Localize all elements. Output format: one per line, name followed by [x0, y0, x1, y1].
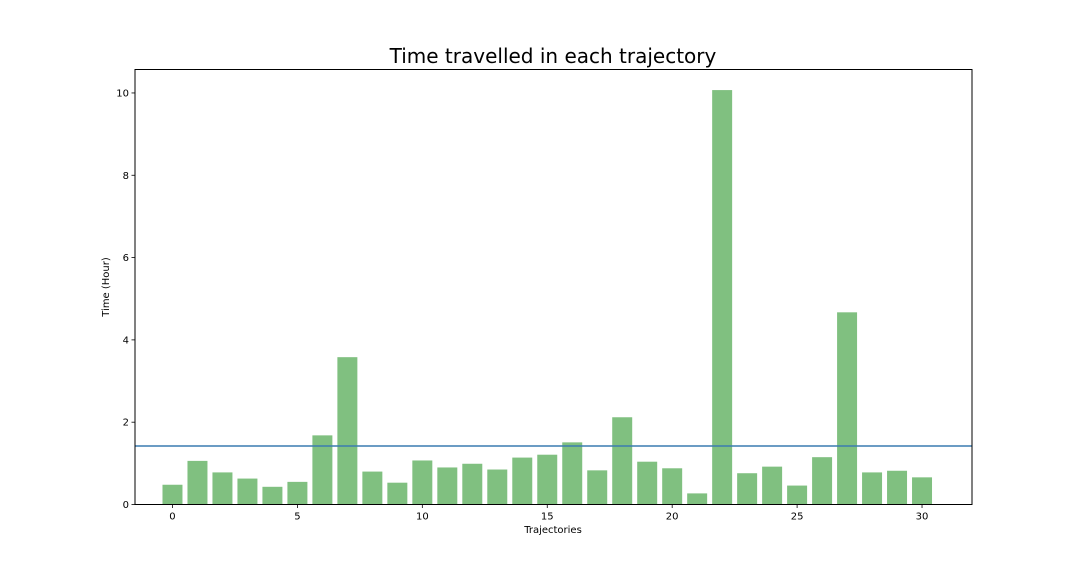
bars-group: [162, 90, 933, 505]
bar-14: [512, 457, 533, 505]
y-axis-label: Time (Hour): [101, 257, 112, 318]
x-tick-label: 20: [666, 512, 679, 523]
bar-18: [612, 417, 633, 505]
x-tick-label: 0: [169, 512, 175, 523]
bar-21: [687, 493, 708, 505]
y-tick-label: 4: [123, 335, 129, 346]
bar-19: [637, 461, 658, 505]
x-tick-label: 15: [541, 512, 554, 523]
bar-4: [262, 486, 283, 505]
y-axis-ticks: 0 2 4 6 8 10: [116, 88, 135, 511]
bar-11: [437, 467, 458, 505]
bar-24: [762, 466, 783, 505]
bar-5: [287, 481, 308, 505]
bar-28: [862, 472, 883, 505]
x-tick-label: 25: [791, 512, 804, 523]
bar-10: [412, 460, 433, 505]
bar-12: [462, 463, 483, 505]
bar-27: [837, 312, 858, 505]
bar-7: [337, 357, 358, 505]
bar-9: [387, 482, 408, 505]
bar-25: [787, 485, 808, 505]
bar-22: [712, 90, 733, 505]
bar-13: [487, 469, 508, 505]
y-tick-label: 6: [123, 253, 129, 264]
x-tick-label: 10: [416, 512, 429, 523]
plot-area-frame: [134, 69, 973, 505]
x-axis-ticks: 0 5 10 15 20 25 30: [169, 504, 929, 523]
bar-26: [812, 457, 833, 505]
bar-0: [162, 484, 183, 505]
y-tick-label: 8: [123, 171, 129, 182]
y-tick-label: 2: [123, 418, 129, 429]
chart-title: Time travelled in each trajectory: [389, 44, 717, 68]
bar-6: [312, 435, 333, 505]
bar-20: [662, 468, 683, 505]
y-tick-label: 10: [116, 88, 129, 99]
x-axis-label: Trajectories: [523, 525, 582, 536]
bar-16: [562, 442, 583, 505]
bar-17: [587, 470, 608, 505]
bar-29: [887, 470, 908, 505]
x-tick-label: 5: [294, 512, 300, 523]
bar-1: [187, 460, 208, 505]
bar-3: [237, 478, 258, 505]
bar-30: [912, 477, 933, 505]
bar-2: [212, 472, 233, 505]
x-tick-label: 30: [916, 512, 929, 523]
bar-23: [737, 473, 758, 505]
y-tick-label: 0: [123, 500, 129, 511]
bar-8: [362, 471, 383, 505]
bar-15: [537, 454, 558, 505]
